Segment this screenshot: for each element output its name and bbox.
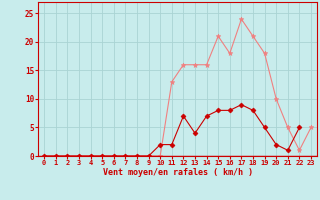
X-axis label: Vent moyen/en rafales ( km/h ): Vent moyen/en rafales ( km/h ) bbox=[103, 168, 252, 177]
